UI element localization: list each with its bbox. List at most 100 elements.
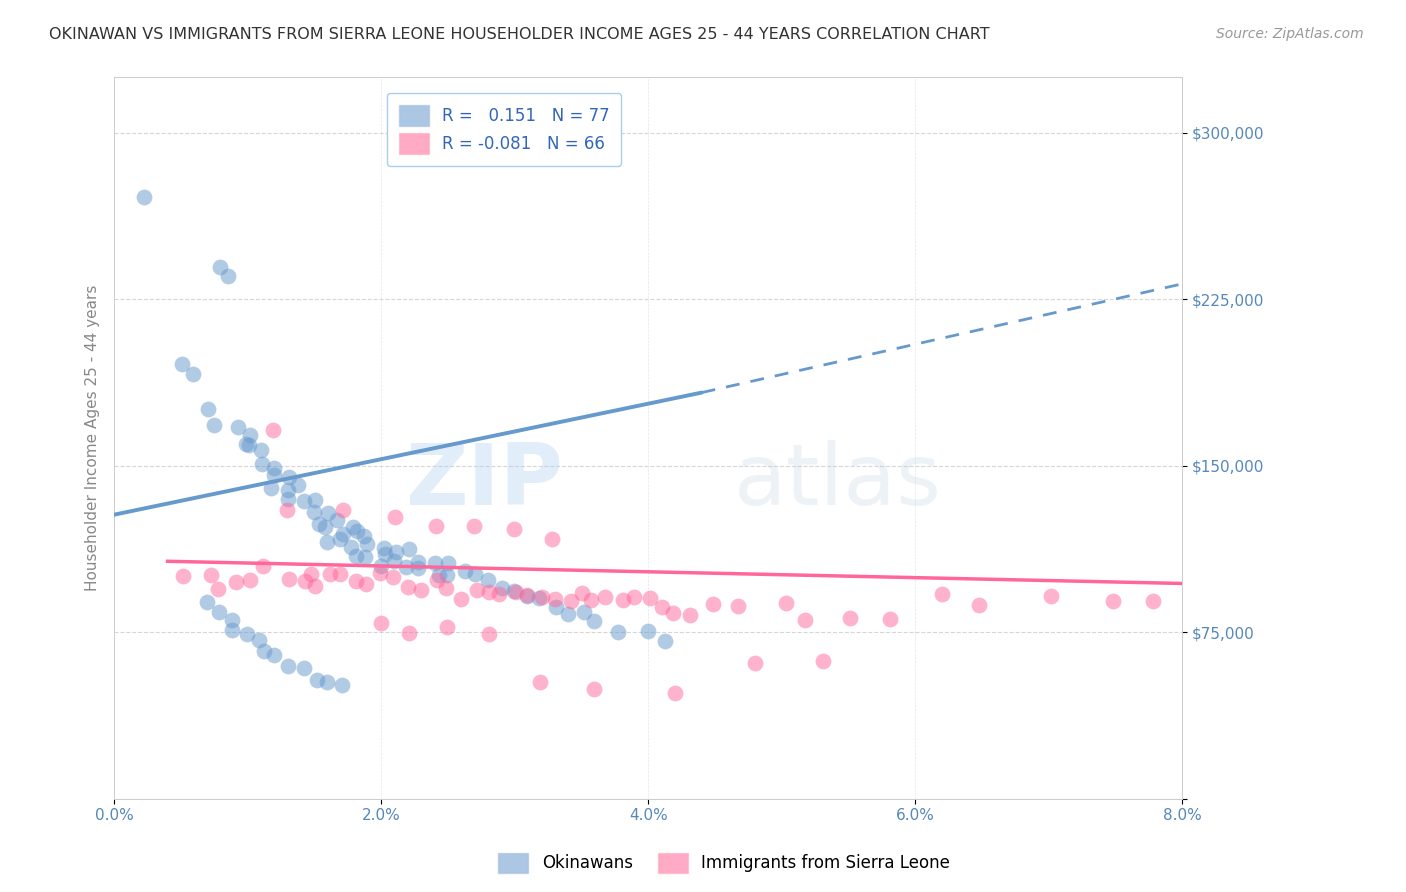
Point (235, 436, 257, 450)
Point (503, 522, 526, 536)
Point (181, 367, 204, 381)
Point (236, 627, 259, 641)
Point (316, 534, 339, 549)
Point (395, 560, 418, 574)
Point (332, 503, 354, 517)
Legend: Okinawans, Immigrants from Sierra Leone: Okinawans, Immigrants from Sierra Leone (492, 847, 956, 880)
Text: atlas: atlas (734, 440, 942, 523)
Point (541, 532, 564, 546)
Point (529, 674, 551, 689)
Point (195, 595, 218, 609)
Point (478, 627, 501, 641)
Point (491, 581, 513, 595)
Point (260, 481, 283, 495)
Point (637, 624, 659, 638)
Point (478, 585, 501, 599)
Point (294, 493, 316, 508)
Point (356, 537, 378, 551)
Point (406, 561, 429, 575)
Point (277, 470, 299, 484)
Point (304, 493, 326, 508)
Text: ZIP: ZIP (405, 440, 562, 523)
Point (572, 605, 595, 619)
Point (1039, 589, 1062, 603)
Point (225, 574, 247, 589)
Point (247, 632, 270, 647)
Point (221, 614, 243, 628)
Point (330, 678, 353, 692)
Point (301, 567, 323, 582)
Point (623, 590, 645, 604)
Point (329, 532, 352, 546)
Point (329, 566, 352, 581)
Point (368, 566, 391, 580)
Point (221, 623, 243, 637)
Point (308, 517, 330, 532)
Point (931, 587, 953, 601)
Point (263, 461, 285, 475)
Point (217, 269, 239, 284)
Point (664, 686, 686, 700)
Point (640, 591, 662, 605)
Point (370, 615, 392, 630)
Point (344, 574, 367, 588)
Point (679, 607, 702, 622)
Point (488, 587, 510, 601)
Point (775, 596, 797, 610)
Point (208, 605, 231, 619)
Point (292, 661, 315, 675)
Point (340, 541, 363, 555)
Point (385, 544, 408, 558)
Point (505, 584, 527, 599)
Point (277, 572, 299, 586)
Text: OKINAWAN VS IMMIGRANTS FROM SIERRA LEONE HOUSEHOLDER INCOME AGES 25 - 44 YEARS C: OKINAWAN VS IMMIGRANTS FROM SIERRA LEONE… (49, 27, 990, 42)
Point (304, 579, 326, 593)
Point (527, 591, 550, 606)
Point (662, 607, 685, 621)
Point (1101, 593, 1123, 607)
Point (396, 580, 419, 594)
Point (202, 417, 225, 432)
Point (344, 549, 367, 563)
Point (503, 584, 526, 599)
Point (294, 574, 316, 589)
Point (436, 568, 458, 582)
Point (307, 673, 329, 688)
Point (197, 401, 219, 416)
Point (370, 558, 392, 573)
Point (434, 582, 457, 596)
Point (316, 507, 339, 521)
Point (531, 590, 554, 604)
Point (382, 554, 405, 568)
Point (332, 527, 354, 541)
Point (583, 614, 606, 628)
Point (398, 626, 420, 640)
Point (516, 588, 538, 602)
Point (406, 555, 429, 569)
Point (250, 457, 273, 471)
Point (425, 556, 447, 570)
Point (239, 574, 262, 588)
Point (354, 550, 377, 565)
Point (207, 582, 229, 596)
Point (226, 419, 249, 434)
Point (465, 583, 488, 598)
Point (454, 564, 477, 578)
Point (354, 577, 377, 591)
Point (654, 634, 676, 648)
Point (314, 519, 336, 533)
Point (277, 659, 299, 673)
Point (464, 566, 486, 581)
Point (249, 442, 271, 457)
Point (253, 643, 276, 657)
Point (209, 260, 232, 274)
Point (516, 590, 538, 604)
Point (238, 437, 260, 451)
Point (252, 558, 274, 573)
Point (544, 592, 567, 607)
Point (319, 567, 342, 582)
Y-axis label: Householder Income Ages 25 - 44 years: Householder Income Ages 25 - 44 years (86, 285, 100, 591)
Point (582, 682, 605, 697)
Point (595, 591, 617, 605)
Point (427, 567, 450, 582)
